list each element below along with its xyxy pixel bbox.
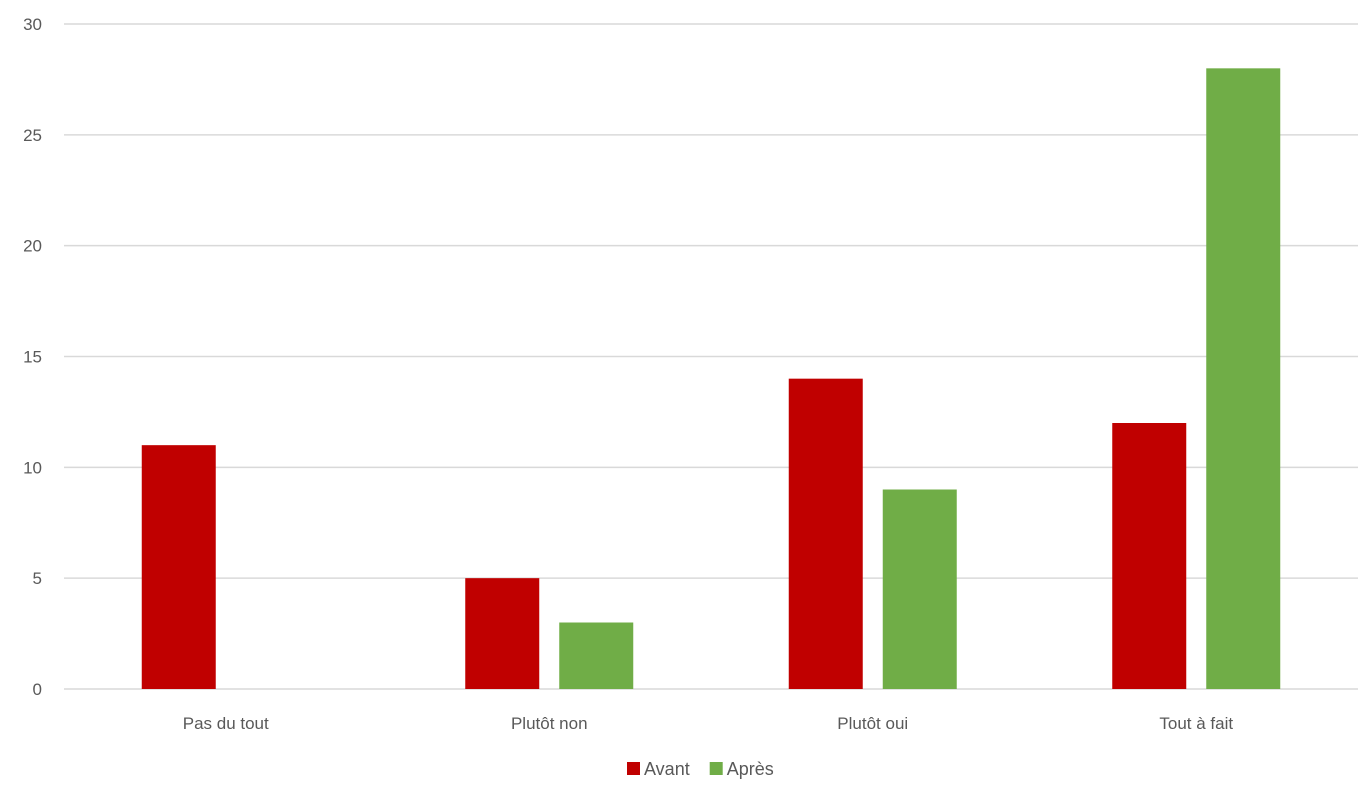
bar-apres-2 (559, 622, 634, 689)
y-tick-label: 30 (23, 15, 42, 34)
category-label: Tout à fait (1159, 714, 1233, 733)
y-tick-label: 15 (23, 348, 42, 367)
category-label: Pas du tout (183, 714, 269, 733)
category-label: Plutôt non (511, 714, 588, 733)
bar-avant-4 (1112, 423, 1187, 689)
bar-avant-2 (465, 578, 540, 689)
y-tick-label: 0 (33, 680, 42, 699)
y-tick-label: 25 (23, 126, 42, 145)
x-axis-categories: Pas du tout Plutôt non Plutôt oui Tout à fa… (183, 714, 1234, 733)
legend: Avant Après (627, 759, 774, 779)
gridlines (64, 23, 1358, 690)
bar-apres-4 (1206, 68, 1281, 690)
y-tick-label: 10 (23, 458, 42, 477)
legend-label: Après (727, 759, 774, 779)
legend-label: Avant (644, 759, 690, 779)
y-tick-label: 5 (33, 569, 42, 588)
category-label: Plutôt oui (837, 714, 908, 733)
bars (141, 68, 1281, 690)
y-tick-label: 20 (23, 237, 42, 256)
bar-avant-3 (788, 378, 863, 689)
legend-swatch (709, 762, 723, 775)
bar-apres-3 (882, 489, 957, 689)
y-axis-ticks: 0 5 10 15 20 25 30 (23, 15, 42, 699)
bar-avant-1 (141, 445, 216, 689)
legend-swatch (627, 762, 640, 775)
